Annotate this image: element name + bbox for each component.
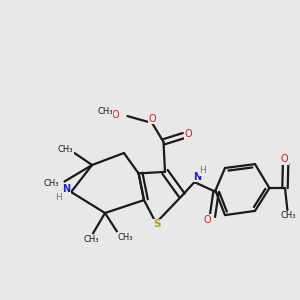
Text: O: O — [112, 110, 119, 120]
Text: O: O — [280, 154, 288, 164]
Text: CH₃: CH₃ — [97, 107, 113, 116]
Text: N: N — [61, 184, 70, 194]
Text: CH₃: CH₃ — [43, 178, 59, 188]
Text: CH₃: CH₃ — [118, 232, 133, 242]
Text: S: S — [153, 219, 160, 230]
Text: CH₃: CH₃ — [280, 212, 296, 220]
Text: O: O — [203, 215, 211, 225]
Text: CH₃: CH₃ — [84, 236, 99, 244]
Text: N: N — [193, 172, 202, 182]
Text: O: O — [149, 113, 157, 124]
Text: H: H — [55, 193, 62, 202]
Text: O: O — [184, 129, 192, 140]
Text: H: H — [200, 166, 206, 175]
Text: CH₃: CH₃ — [58, 146, 73, 154]
